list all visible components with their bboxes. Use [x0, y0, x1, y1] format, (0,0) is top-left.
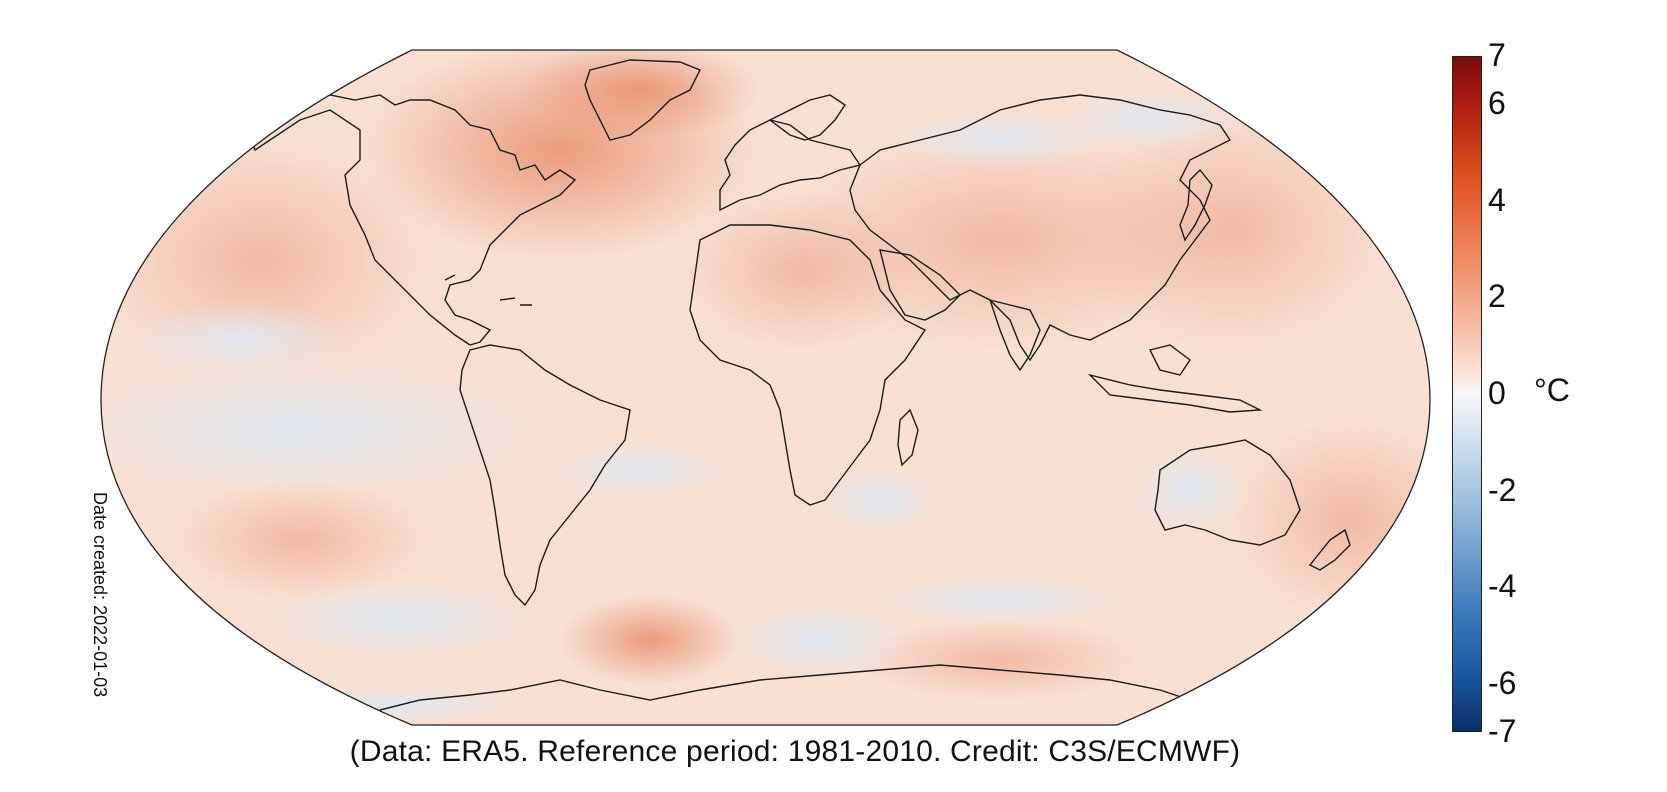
colorbar-tick-label: 7 [1488, 37, 1506, 73]
colorbar-tick-label: 2 [1488, 278, 1506, 315]
date-created-label: Date created: 2022-01-03 [90, 492, 110, 698]
colorbar-tick-label: -4 [1488, 568, 1517, 605]
credit-caption: (Data: ERA5. Reference period: 1981-2010… [349, 735, 1241, 768]
globe-outline [100, 49, 1431, 726]
colorbar [1452, 56, 1482, 732]
coastlines [249, 59, 1351, 711]
colorbar-tick-label: 0 [1488, 375, 1506, 411]
colorbar-unit-label: °C [1534, 372, 1570, 408]
colorbar-tick-label: 6 [1488, 85, 1506, 122]
date-created-container: Date created: 2022-01-03 [86, 492, 110, 742]
colorbar-tick-label: -6 [1488, 664, 1517, 701]
colorbar-tick-label: -2 [1488, 471, 1517, 508]
colorbar-tick-label: 4 [1488, 181, 1506, 218]
colorbar-tick-label: -7 [1488, 713, 1517, 749]
map-field [101, 50, 1430, 725]
